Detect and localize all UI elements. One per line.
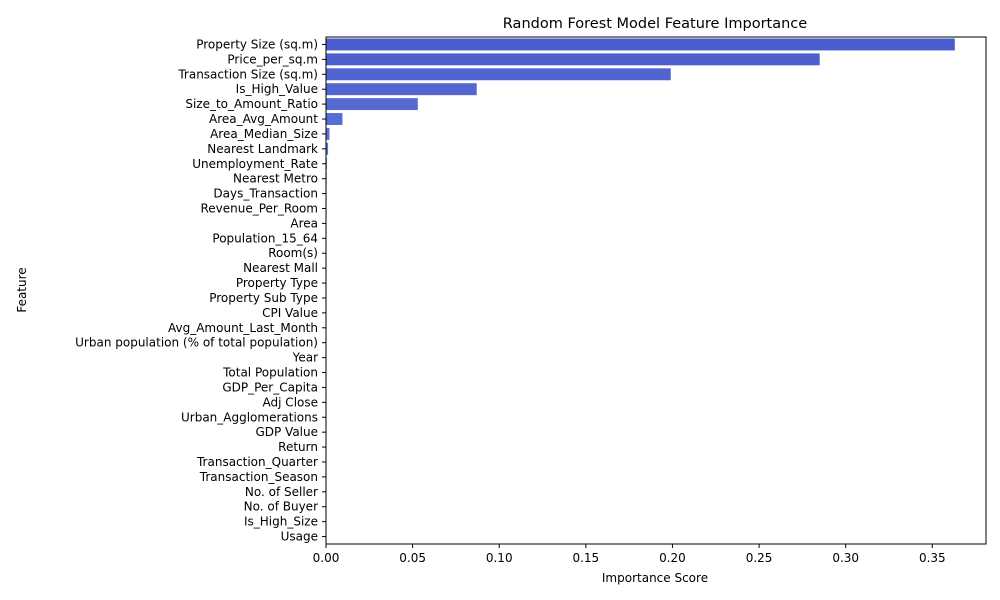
bar-6 [326, 127, 330, 140]
y-tick-label: Property Size (sq.m) [196, 37, 318, 51]
bar-0 [326, 38, 955, 51]
y-tick-label: No. of Buyer [244, 500, 318, 514]
y-tick-label: Total Population [222, 366, 318, 380]
y-tick-label: Area_Median_Size [210, 127, 318, 141]
y-tick-label: Price_per_sq.m [227, 52, 318, 66]
y-tick-label: Population_15_64 [212, 231, 318, 245]
y-tick-label: Urban population (% of total population) [75, 336, 318, 350]
x-tick-label: 0.00 [313, 551, 340, 565]
x-tick-label: 0.05 [399, 551, 426, 565]
y-tick-label: Area_Avg_Amount [209, 112, 318, 126]
bar-7 [326, 142, 329, 155]
plot-frame [325, 36, 987, 545]
y-tick-label: Unemployment_Rate [192, 157, 318, 171]
y-tick-label: Room(s) [268, 246, 318, 260]
bar-2 [326, 68, 671, 81]
y-tick-label: Days_Transaction [213, 187, 318, 201]
bar-3 [326, 83, 477, 96]
x-axis-label: Importance Score [602, 571, 708, 585]
y-tick-label: Nearest Mall [243, 261, 318, 275]
y-tick-label: Nearest Landmark [207, 142, 318, 156]
y-tick-label: Property Type [236, 276, 318, 290]
y-tick-label: CPI Value [262, 306, 318, 320]
y-tick-label: Is_High_Size [244, 515, 318, 529]
y-axis-label: Feature [15, 267, 29, 312]
y-tick-label: Revenue_Per_Room [200, 201, 318, 215]
y-tick-label: Area [290, 216, 318, 230]
x-tick-label: 0.25 [746, 551, 773, 565]
y-tick-label: Avg_Amount_Last_Month [168, 321, 318, 335]
y-tick-label: Return [278, 440, 318, 454]
x-tick-label: 0.15 [572, 551, 599, 565]
chart-title: Random Forest Model Feature Importance [503, 16, 807, 32]
y-tick-label: Is_High_Value [236, 82, 318, 96]
y-tick-label: Transaction_Quarter [196, 455, 318, 469]
y-tick-label: Transaction_Season [199, 470, 318, 484]
y-tick-label: Transaction Size (sq.m) [177, 67, 318, 81]
y-tick-label: Nearest Metro [233, 172, 318, 186]
y-tick-label: Property Sub Type [209, 291, 318, 305]
y-tick-label: GDP_Per_Capita [222, 380, 318, 394]
y-axis-ticks: Property Size (sq.m)Price_per_sq.mTransa… [75, 37, 326, 544]
bars-group [326, 38, 955, 543]
y-tick-label: Size_to_Amount_Ratio [185, 97, 318, 111]
x-axis-ticks: 0.00 0.05 0.10 0.15 0.20 0.25 0.30 0.35 [313, 544, 946, 565]
x-tick-label: 0.35 [919, 551, 946, 565]
y-tick-label: Year [292, 351, 318, 365]
x-tick-label: 0.10 [486, 551, 513, 565]
x-tick-label: 0.30 [832, 551, 859, 565]
y-tick-label: No. of Seller [245, 485, 318, 499]
y-tick-label: Adj Close [263, 395, 318, 409]
bar-5 [326, 113, 343, 125]
y-tick-label: Urban_Agglomerations [181, 410, 318, 424]
bar-4 [326, 98, 418, 111]
bar-1 [326, 53, 820, 66]
y-tick-label: Usage [281, 530, 318, 544]
x-tick-label: 0.20 [659, 551, 686, 565]
y-tick-label: GDP Value [255, 425, 318, 439]
